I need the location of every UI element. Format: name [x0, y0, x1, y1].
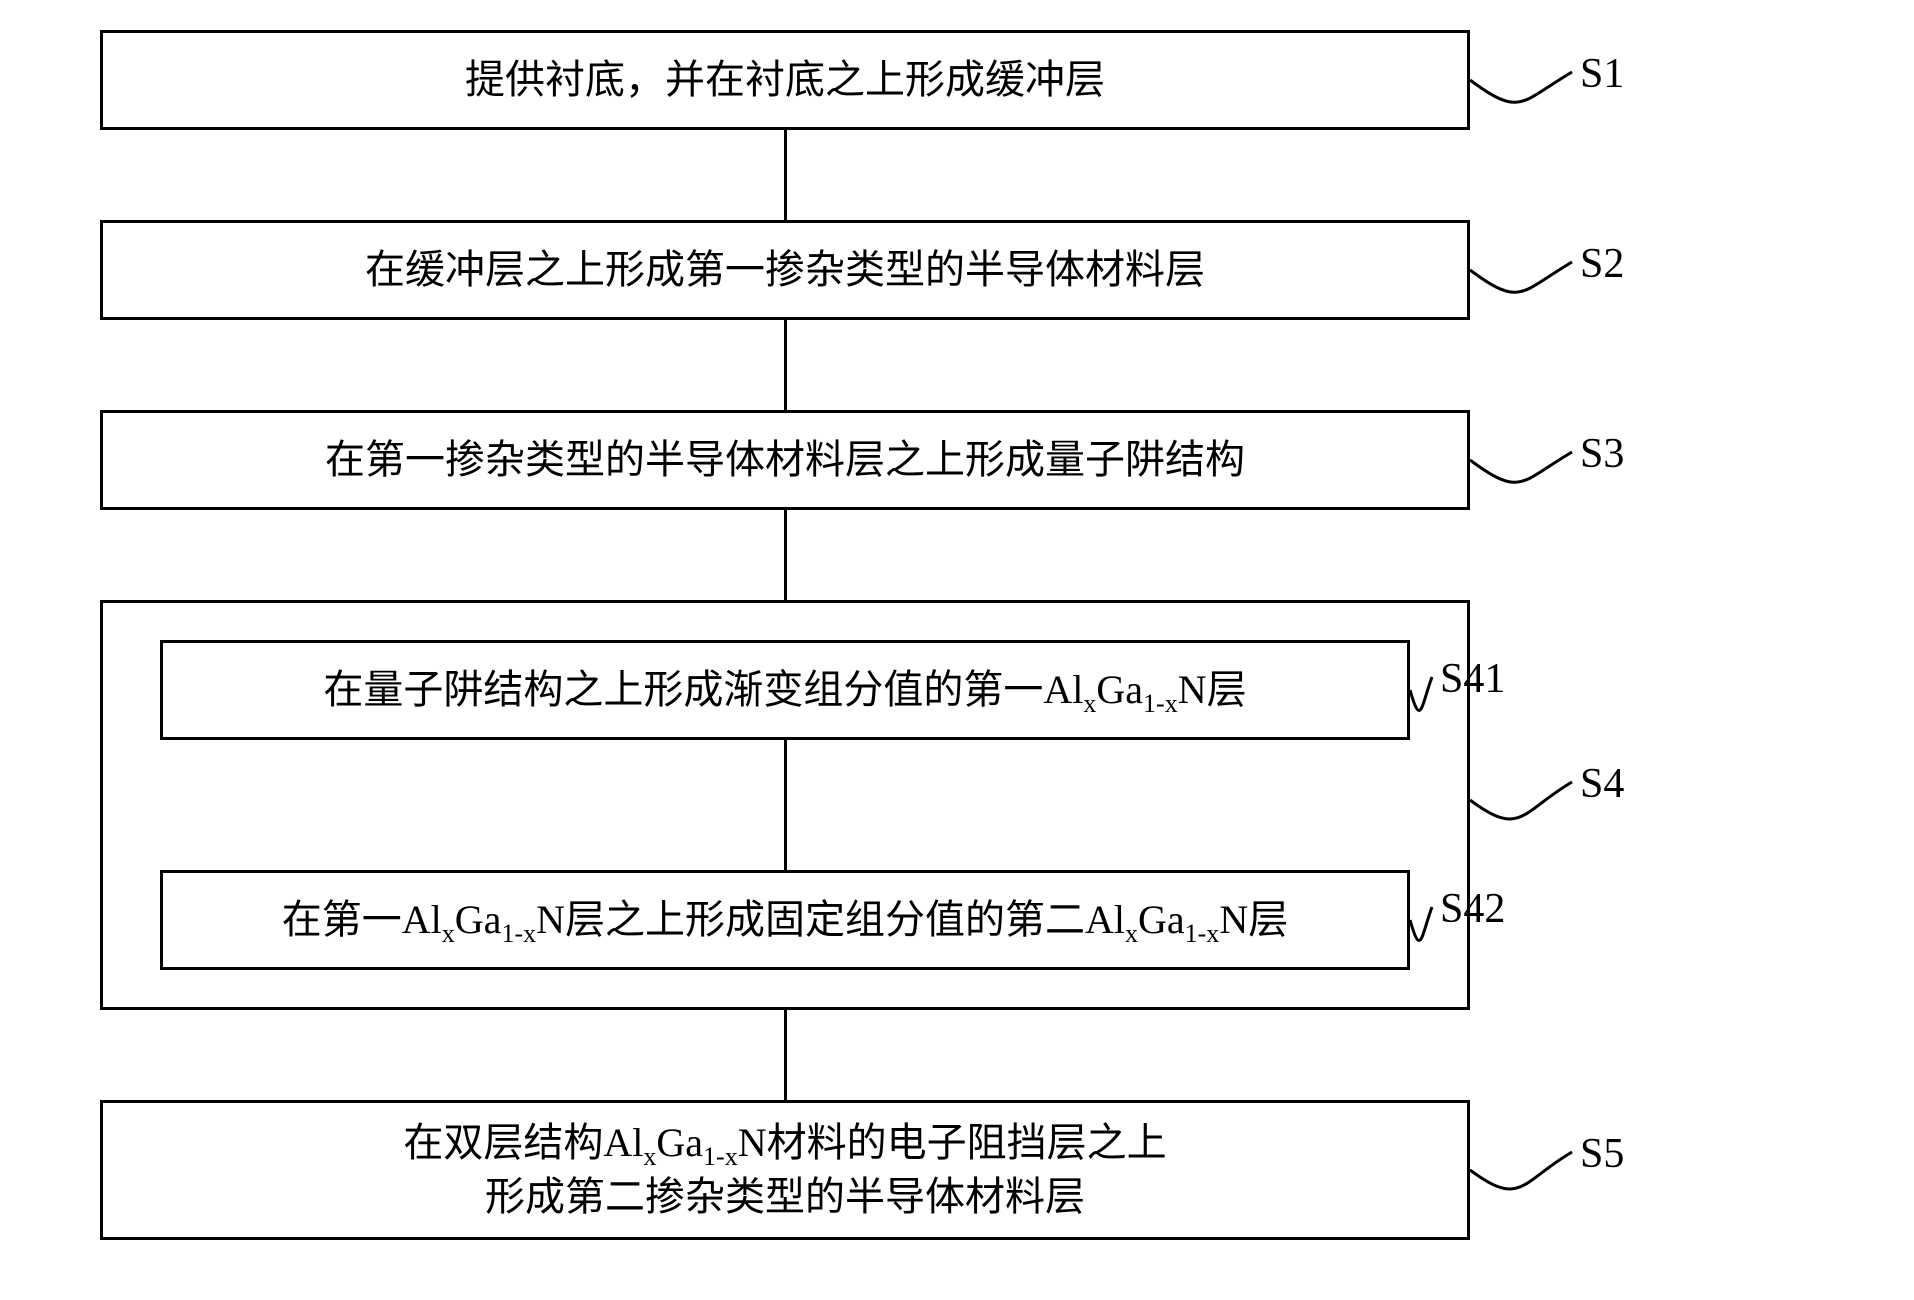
step-label-S41: S41 [1440, 655, 1505, 703]
step-box-S42: 在第一AlxGa1-xN层之上形成固定组分值的第二AlxGa1-xN层 [160, 870, 1410, 970]
connector-outer-S5 [784, 1010, 787, 1100]
step-text-S41: 在量子阱结构之上形成渐变组分值的第一AlxGa1-xN层 [323, 663, 1246, 717]
step-text-S42: 在第一AlxGa1-xN层之上形成固定组分值的第二AlxGa1-xN层 [282, 893, 1288, 947]
step-label-S2: S2 [1580, 240, 1624, 288]
step-label-S5: S5 [1580, 1130, 1624, 1178]
step-text-S1: 提供衬底，并在衬底之上形成缓冲层 [465, 53, 1105, 107]
connector-S2-S3 [784, 320, 787, 410]
step-box-S3: 在第一掺杂类型的半导体材料层之上形成量子阱结构 [100, 410, 1470, 510]
step-box-S41: 在量子阱结构之上形成渐变组分值的第一AlxGa1-xN层 [160, 640, 1410, 740]
step-label-S42: S42 [1440, 885, 1505, 933]
step-text-S5: 在双层结构AlxGa1-xN材料的电子阻挡层之上形成第二掺杂类型的半导体材料层 [403, 1116, 1166, 1224]
step-label-S3: S3 [1580, 430, 1624, 478]
connector-S41-S42 [784, 740, 787, 870]
step-box-S1: 提供衬底，并在衬底之上形成缓冲层 [100, 30, 1470, 130]
connector-S3-outer [784, 510, 787, 600]
flowchart-canvas: 提供衬底，并在衬底之上形成缓冲层在缓冲层之上形成第一掺杂类型的半导体材料层在第一… [0, 0, 1914, 1300]
step-label-S4: S4 [1580, 760, 1624, 808]
step-text-S3: 在第一掺杂类型的半导体材料层之上形成量子阱结构 [325, 433, 1245, 487]
step-box-S2: 在缓冲层之上形成第一掺杂类型的半导体材料层 [100, 220, 1470, 320]
step-box-S5: 在双层结构AlxGa1-xN材料的电子阻挡层之上形成第二掺杂类型的半导体材料层 [100, 1100, 1470, 1240]
step-label-S1: S1 [1580, 50, 1624, 98]
step-text-S2: 在缓冲层之上形成第一掺杂类型的半导体材料层 [365, 243, 1205, 297]
connector-S1-S2 [784, 130, 787, 220]
